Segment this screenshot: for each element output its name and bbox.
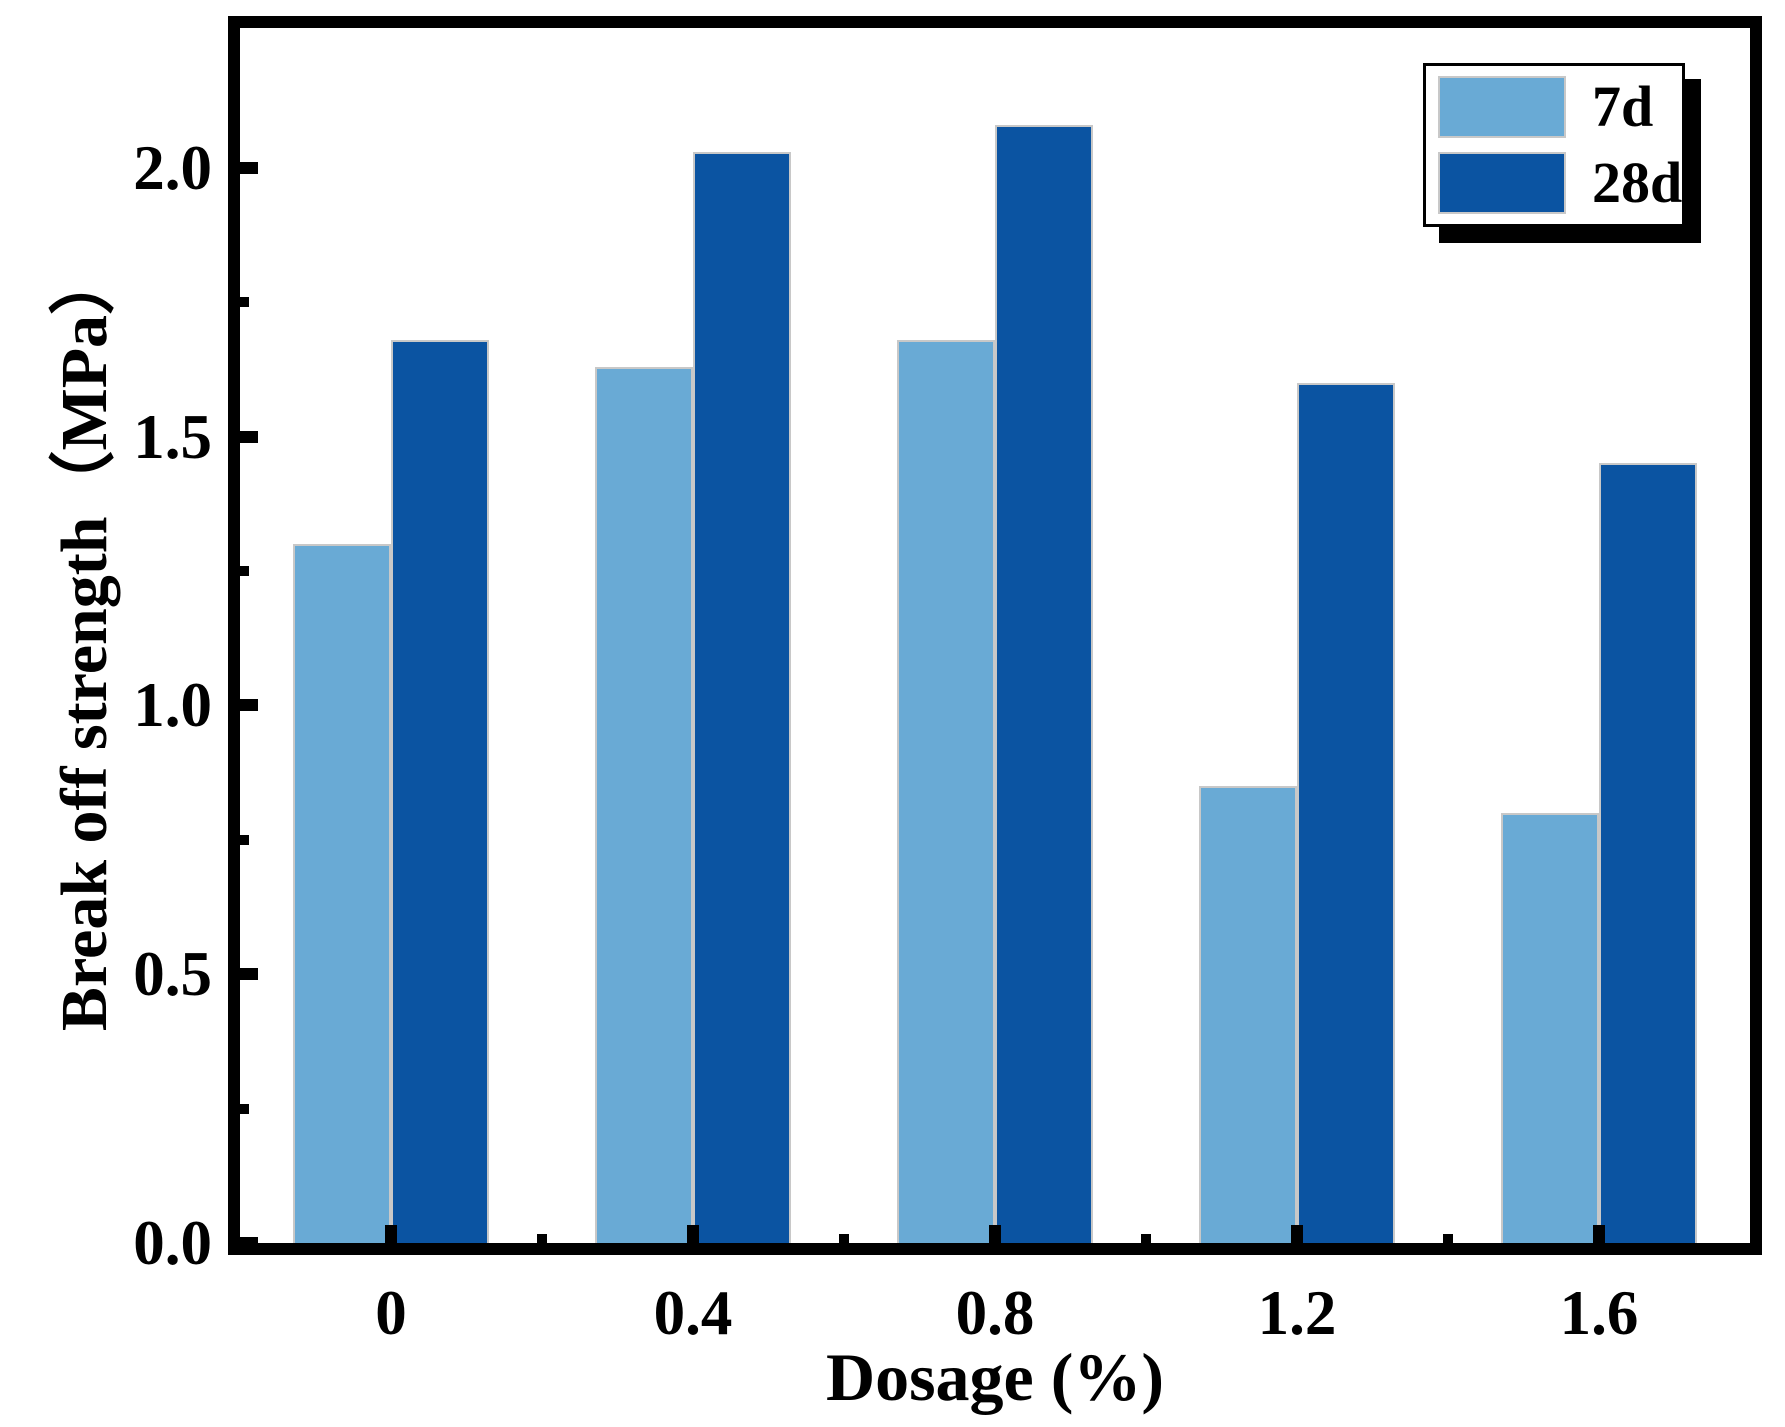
y-minor-tick xyxy=(240,297,249,307)
y-tick-label: 2.0 xyxy=(133,133,212,203)
x-minor-tick xyxy=(839,1234,849,1243)
y-major-tick xyxy=(240,699,258,711)
y-major-tick xyxy=(240,1237,258,1249)
plot-area xyxy=(240,28,1750,1249)
x-major-tick xyxy=(1593,1225,1605,1243)
x-major-tick xyxy=(1291,1225,1303,1243)
y-tick-label: 0.5 xyxy=(133,939,212,1009)
y-axis-title: Break off strength（MPa） xyxy=(48,248,121,1032)
y-minor-tick xyxy=(240,566,249,576)
y-major-tick xyxy=(240,162,258,174)
plot-border xyxy=(228,16,1762,1255)
x-major-tick xyxy=(989,1225,1001,1243)
y-tick-label: 0.0 xyxy=(133,1208,212,1278)
legend-item-7d: 7d xyxy=(1438,76,1670,138)
x-tick-label: 0.8 xyxy=(955,1278,1035,1348)
y-tick-label: 1.0 xyxy=(133,670,212,740)
bar-28d-1.6 xyxy=(1599,463,1697,1243)
x-minor-tick xyxy=(1443,1234,1453,1243)
legend-swatch-7d xyxy=(1438,76,1566,138)
x-minor-tick xyxy=(537,1234,547,1243)
x-tick-label: 1.2 xyxy=(1257,1278,1337,1348)
legend-label-28d: 28d xyxy=(1592,150,1683,215)
y-minor-tick xyxy=(240,1104,249,1114)
bar-28d-0 xyxy=(391,340,489,1243)
bar-7d-0.4 xyxy=(595,367,693,1243)
bar-7d-1.2 xyxy=(1199,786,1297,1243)
legend: 7d 28d xyxy=(1423,63,1685,227)
bar-28d-0.8 xyxy=(995,125,1093,1243)
y-minor-tick xyxy=(240,835,249,845)
x-tick-label: 1.6 xyxy=(1559,1278,1639,1348)
legend-swatch-28d xyxy=(1438,152,1566,214)
legend-item-28d: 28d xyxy=(1438,152,1682,214)
legend-label-7d: 7d xyxy=(1592,74,1654,139)
x-tick-label: 0 xyxy=(375,1278,407,1348)
x-tick-label: 0.4 xyxy=(653,1278,733,1348)
x-axis-title: Dosage (%) xyxy=(825,1339,1165,1415)
bar-28d-0.4 xyxy=(693,152,791,1243)
x-major-tick xyxy=(385,1225,397,1243)
y-major-tick xyxy=(240,968,258,980)
bar-7d-1.6 xyxy=(1501,813,1599,1243)
bar-7d-0 xyxy=(293,544,391,1243)
x-major-tick xyxy=(687,1225,699,1243)
bar-7d-0.8 xyxy=(897,340,995,1243)
bar-28d-1.2 xyxy=(1297,383,1395,1243)
y-tick-label: 1.5 xyxy=(133,402,212,472)
y-major-tick xyxy=(240,431,258,443)
x-minor-tick xyxy=(1141,1234,1151,1243)
